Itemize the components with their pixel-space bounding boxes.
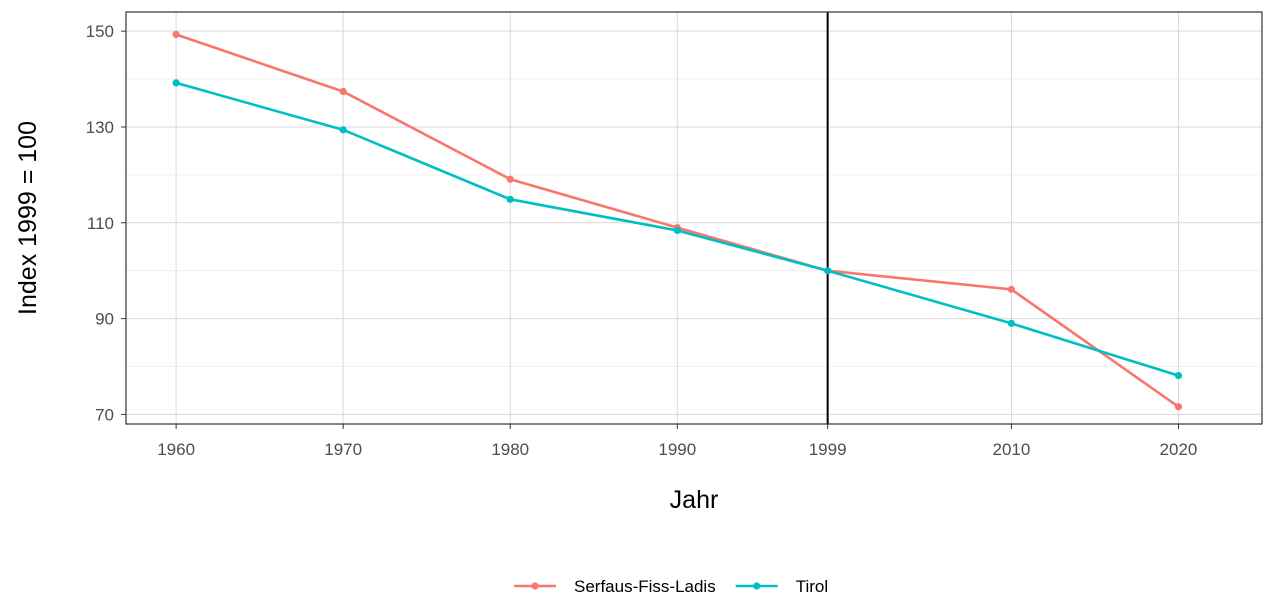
data-point (1174, 403, 1183, 411)
x-tick-label: 1970 (324, 440, 362, 459)
data-point (1007, 319, 1016, 327)
legend-label: Serfaus-Fiss-Ladis (574, 577, 716, 596)
legend-key-point (531, 582, 539, 590)
data-point (339, 126, 347, 134)
grid-lines (126, 12, 1262, 424)
data-point (1174, 372, 1183, 380)
plot-panel-border (125, 11, 1263, 425)
y-axis-ticks: 70 90 110 130 150 (86, 22, 126, 424)
legend: Serfaus-Fiss-Ladis Tirol (514, 577, 828, 596)
x-tick-label: 1999 (809, 440, 847, 459)
y-tick-label: 130 (86, 118, 114, 137)
legend-label: Tirol (796, 577, 828, 596)
data-point (506, 175, 514, 183)
x-tick-label: 2010 (992, 440, 1030, 459)
y-tick-label: 90 (95, 310, 114, 329)
y-tick-label: 110 (87, 214, 114, 233)
data-point (339, 87, 347, 96)
legend-item-2: Tirol (735, 577, 828, 596)
data-point (673, 226, 681, 235)
data-point (1007, 285, 1016, 293)
x-tick-label: 1980 (491, 440, 529, 459)
x-tick-label: 2020 (1160, 440, 1198, 459)
x-axis-title: Jahr (670, 486, 719, 514)
data-point (172, 79, 180, 87)
y-tick-label: 70 (95, 405, 114, 424)
x-tick-label: 1960 (157, 440, 195, 459)
x-axis-ticks: 1960 1970 1980 1990 1999 2010 2020 (157, 424, 1197, 459)
series-layer (172, 30, 1183, 411)
x-tick-label: 1990 (658, 440, 696, 459)
legend-item-1: Serfaus-Fiss-Ladis (514, 577, 716, 596)
legend-key-point (753, 582, 761, 590)
y-tick-label: 150 (86, 22, 114, 41)
y-axis-title: Index 1999 = 100 (14, 121, 42, 315)
data-point (506, 195, 514, 203)
data-point (172, 30, 180, 39)
data-point (824, 267, 832, 275)
